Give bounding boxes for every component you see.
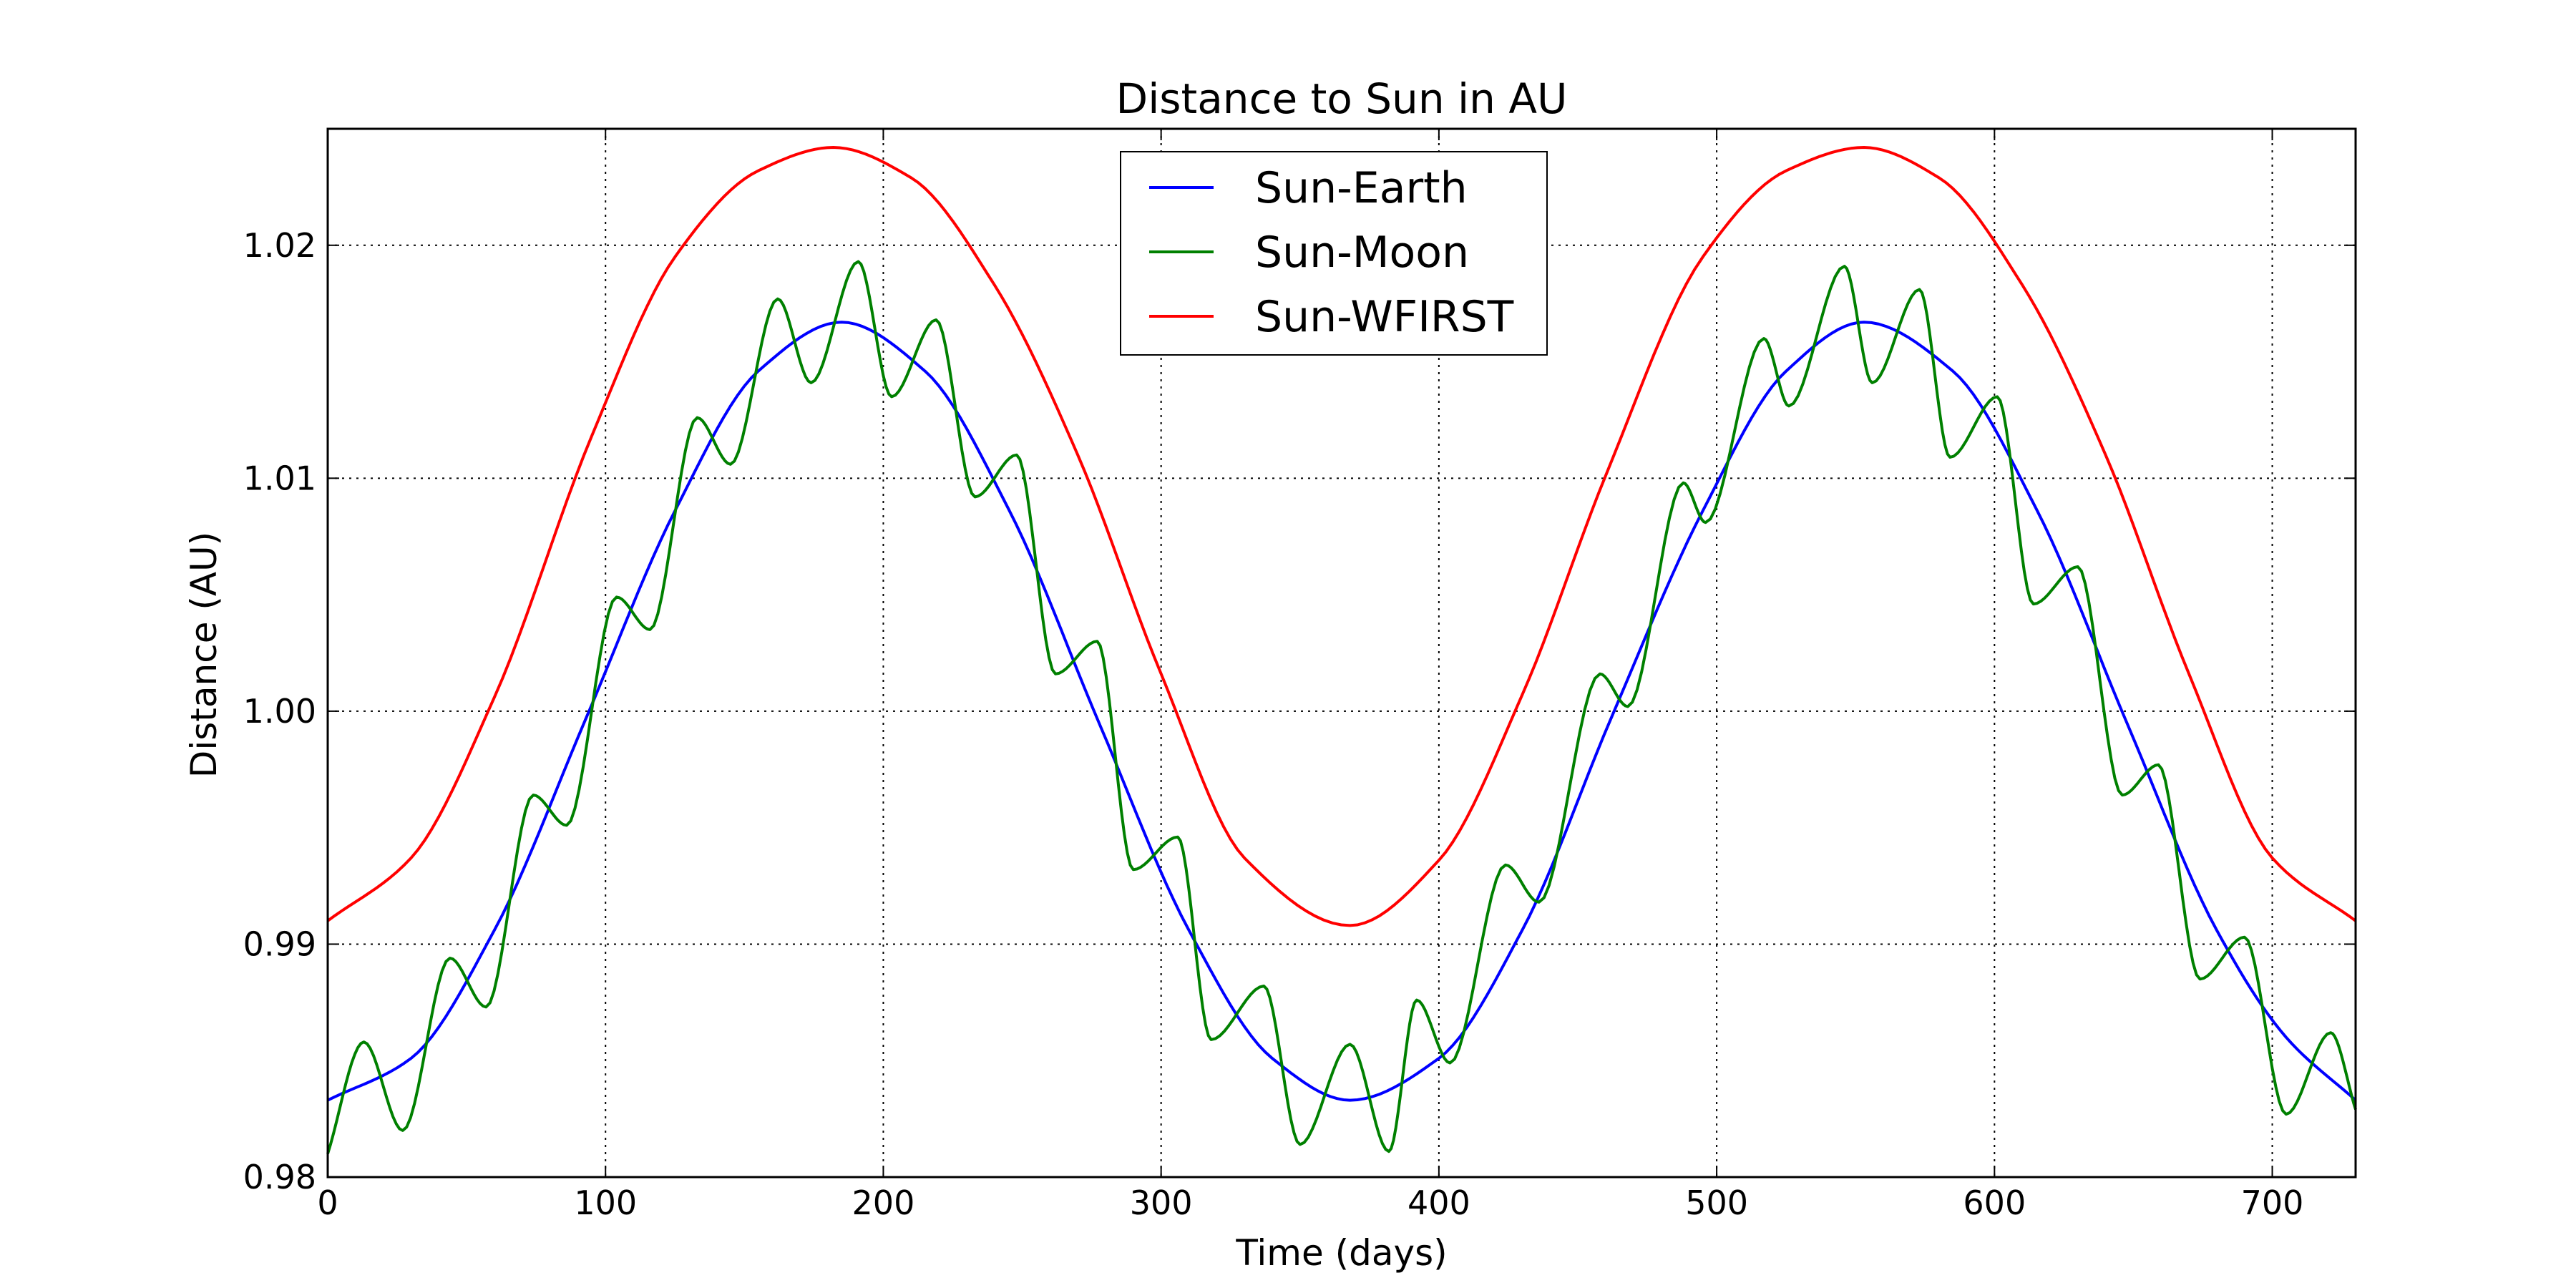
chart-title: Distance to Sun in AU bbox=[1116, 74, 1568, 123]
y-tick-label: 0.99 bbox=[243, 924, 316, 963]
legend-label-sun-earth: Sun-Earth bbox=[1255, 163, 1468, 213]
x-tick-label: 700 bbox=[2241, 1184, 2304, 1222]
plot-frame bbox=[326, 127, 2357, 1179]
x-tick-label: 600 bbox=[1963, 1184, 2026, 1222]
series-layer bbox=[326, 146, 2357, 1154]
series-line-sun-wfirst bbox=[326, 146, 2357, 927]
legend-label-sun-wfirst: Sun-WFIRST bbox=[1255, 292, 1514, 342]
y-tick-label: 1.02 bbox=[243, 226, 316, 265]
y-tick-label: 1.01 bbox=[243, 459, 316, 497]
x-axis-label: Time (days) bbox=[1235, 1232, 1447, 1274]
y-tick-label: 0.98 bbox=[243, 1158, 316, 1196]
series-line-sun-moon bbox=[326, 260, 2357, 1154]
grid bbox=[328, 129, 2356, 1177]
x-tick-label: 400 bbox=[1407, 1184, 1470, 1222]
x-tick-label: 200 bbox=[852, 1184, 915, 1222]
x-tick-label: 100 bbox=[574, 1184, 637, 1222]
y-tick-label: 1.00 bbox=[243, 692, 316, 731]
x-tick-label: 300 bbox=[1130, 1184, 1193, 1222]
series-line-sun-earth bbox=[327, 321, 2357, 1102]
ticks: 0 100 200 300 400 500 600 700 0.98 0.99 1.00 1.01 1.… bbox=[243, 129, 2356, 1222]
legend-label-sun-moon: Sun-Moon bbox=[1255, 228, 1469, 278]
y-axis-label: Distance (AU) bbox=[183, 532, 225, 778]
legend: Sun-Earth Sun-Moon Sun-WFIRST bbox=[1120, 151, 1548, 356]
x-tick-label: 0 bbox=[317, 1184, 338, 1222]
x-tick-label: 500 bbox=[1685, 1184, 1748, 1222]
